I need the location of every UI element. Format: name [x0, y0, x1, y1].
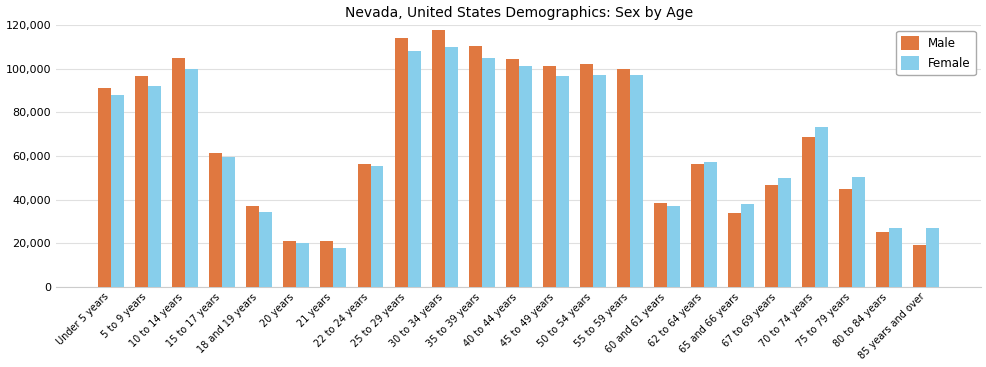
Bar	[728, 212, 740, 287]
Bar	[838, 189, 852, 287]
Bar	[777, 178, 791, 287]
Bar	[283, 241, 296, 287]
Bar	[505, 59, 519, 287]
Bar	[912, 246, 926, 287]
Bar	[542, 66, 555, 287]
Bar	[876, 232, 888, 287]
Bar	[296, 243, 309, 287]
Bar	[703, 163, 716, 287]
Bar	[444, 47, 458, 287]
Bar	[802, 137, 814, 287]
Bar	[185, 69, 198, 287]
Bar	[593, 75, 605, 287]
Bar	[852, 177, 865, 287]
Bar	[555, 76, 568, 287]
Bar	[888, 228, 901, 287]
Bar	[926, 228, 939, 287]
Bar	[740, 204, 753, 287]
Bar	[468, 46, 481, 287]
Bar	[616, 69, 629, 287]
Bar	[407, 51, 420, 287]
Bar	[654, 203, 667, 287]
Bar	[98, 88, 111, 287]
Bar	[814, 127, 827, 287]
Bar	[148, 86, 161, 287]
Bar	[519, 66, 531, 287]
Bar	[690, 164, 703, 287]
Bar	[764, 185, 777, 287]
Bar	[370, 166, 384, 287]
Bar	[629, 75, 642, 287]
Bar	[209, 153, 222, 287]
Bar	[357, 164, 370, 287]
Bar	[481, 58, 494, 287]
Legend: Male, Female: Male, Female	[895, 31, 974, 75]
Bar	[246, 206, 259, 287]
Bar	[111, 95, 124, 287]
Bar	[222, 157, 235, 287]
Bar	[580, 64, 593, 287]
Bar	[172, 58, 185, 287]
Bar	[135, 76, 148, 287]
Bar	[259, 211, 272, 287]
Title: Nevada, United States Demographics: Sex by Age: Nevada, United States Demographics: Sex …	[344, 6, 692, 19]
Bar	[667, 206, 679, 287]
Bar	[333, 248, 346, 287]
Bar	[431, 30, 444, 287]
Bar	[320, 241, 333, 287]
Bar	[394, 38, 407, 287]
